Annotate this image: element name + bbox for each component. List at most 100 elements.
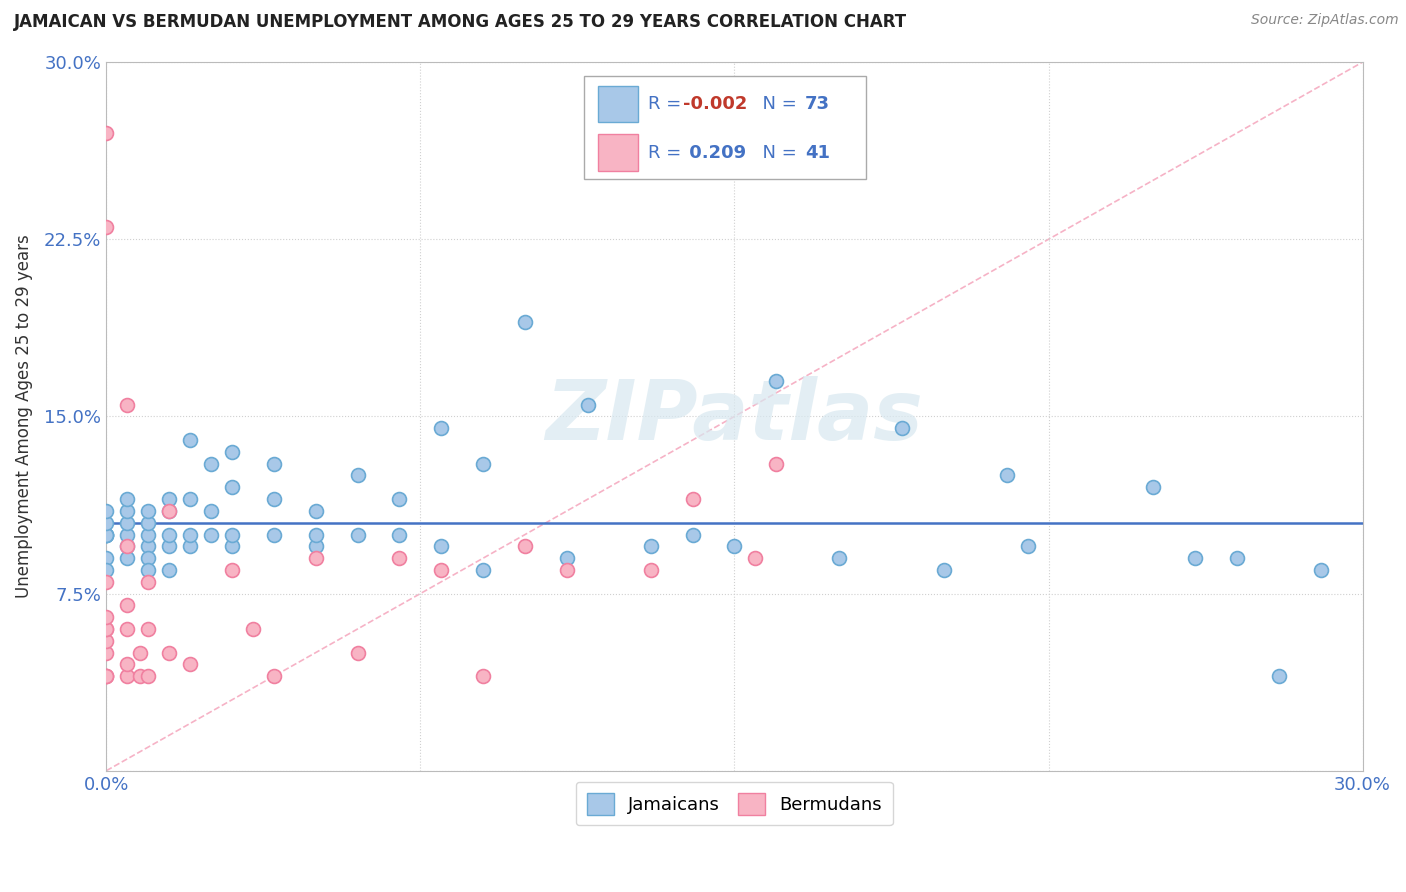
Point — [96, 527, 118, 541]
Point — [136, 516, 159, 530]
Point — [96, 516, 118, 530]
FancyBboxPatch shape — [598, 135, 638, 171]
Point — [305, 551, 328, 566]
Point — [932, 563, 955, 577]
Point — [263, 492, 285, 507]
Point — [117, 669, 139, 683]
Point — [765, 457, 787, 471]
Point — [1017, 539, 1039, 553]
Point — [472, 457, 495, 471]
Point — [136, 669, 159, 683]
Point — [117, 527, 139, 541]
Point — [117, 539, 139, 553]
Point — [430, 421, 453, 435]
Point — [117, 539, 139, 553]
Point — [96, 610, 118, 624]
Point — [555, 563, 578, 577]
Point — [346, 527, 368, 541]
Legend: Jamaicans, Bermudans: Jamaicans, Bermudans — [576, 781, 893, 825]
Point — [555, 551, 578, 566]
Point — [179, 657, 201, 672]
Point — [263, 457, 285, 471]
Point — [96, 563, 118, 577]
Point — [117, 492, 139, 507]
Point — [388, 492, 411, 507]
Point — [157, 527, 180, 541]
Point — [513, 315, 536, 329]
Point — [117, 657, 139, 672]
Point — [96, 551, 118, 566]
Point — [96, 504, 118, 518]
Point — [136, 563, 159, 577]
Text: 73: 73 — [804, 95, 830, 113]
FancyBboxPatch shape — [583, 77, 866, 179]
Point — [157, 504, 180, 518]
Point — [200, 457, 222, 471]
FancyBboxPatch shape — [598, 86, 638, 122]
Point — [682, 527, 704, 541]
Y-axis label: Unemployment Among Ages 25 to 29 years: Unemployment Among Ages 25 to 29 years — [15, 235, 32, 599]
Text: 0.209: 0.209 — [683, 144, 747, 161]
Point — [179, 492, 201, 507]
Point — [179, 527, 201, 541]
Point — [96, 669, 118, 683]
Point — [157, 504, 180, 518]
Point — [472, 563, 495, 577]
Point — [117, 599, 139, 613]
Text: R =: R = — [648, 144, 686, 161]
Point — [179, 433, 201, 447]
Point — [117, 398, 139, 412]
Point — [995, 468, 1018, 483]
Point — [117, 622, 139, 636]
Text: ZIPatlas: ZIPatlas — [546, 376, 924, 457]
Text: Source: ZipAtlas.com: Source: ZipAtlas.com — [1251, 13, 1399, 28]
Point — [305, 504, 328, 518]
Point — [96, 220, 118, 235]
Point — [723, 539, 745, 553]
Point — [430, 563, 453, 577]
Point — [305, 527, 328, 541]
Point — [346, 646, 368, 660]
Point — [157, 563, 180, 577]
Text: 41: 41 — [804, 144, 830, 161]
Text: R =: R = — [648, 95, 686, 113]
Point — [128, 646, 150, 660]
Point — [640, 563, 662, 577]
Point — [200, 504, 222, 518]
Point — [157, 646, 180, 660]
Point — [117, 516, 139, 530]
Text: N =: N = — [751, 144, 803, 161]
Point — [179, 539, 201, 553]
Point — [136, 539, 159, 553]
Point — [117, 551, 139, 566]
Point — [388, 551, 411, 566]
Point — [96, 527, 118, 541]
Point — [1184, 551, 1206, 566]
Point — [117, 504, 139, 518]
Point — [96, 527, 118, 541]
Point — [157, 492, 180, 507]
Point — [305, 539, 328, 553]
Point — [513, 539, 536, 553]
Point — [576, 398, 599, 412]
Point — [891, 421, 914, 435]
Point — [96, 669, 118, 683]
Point — [96, 646, 118, 660]
Point — [1309, 563, 1331, 577]
Point — [96, 574, 118, 589]
Point — [221, 445, 243, 459]
Point — [221, 563, 243, 577]
Point — [242, 622, 264, 636]
Point — [640, 539, 662, 553]
Point — [96, 633, 118, 648]
Point — [263, 527, 285, 541]
Point — [157, 539, 180, 553]
Point — [96, 622, 118, 636]
Point — [765, 374, 787, 388]
Point — [136, 527, 159, 541]
Point — [136, 551, 159, 566]
Point — [200, 527, 222, 541]
Point — [682, 492, 704, 507]
Point — [136, 622, 159, 636]
Point — [1268, 669, 1291, 683]
